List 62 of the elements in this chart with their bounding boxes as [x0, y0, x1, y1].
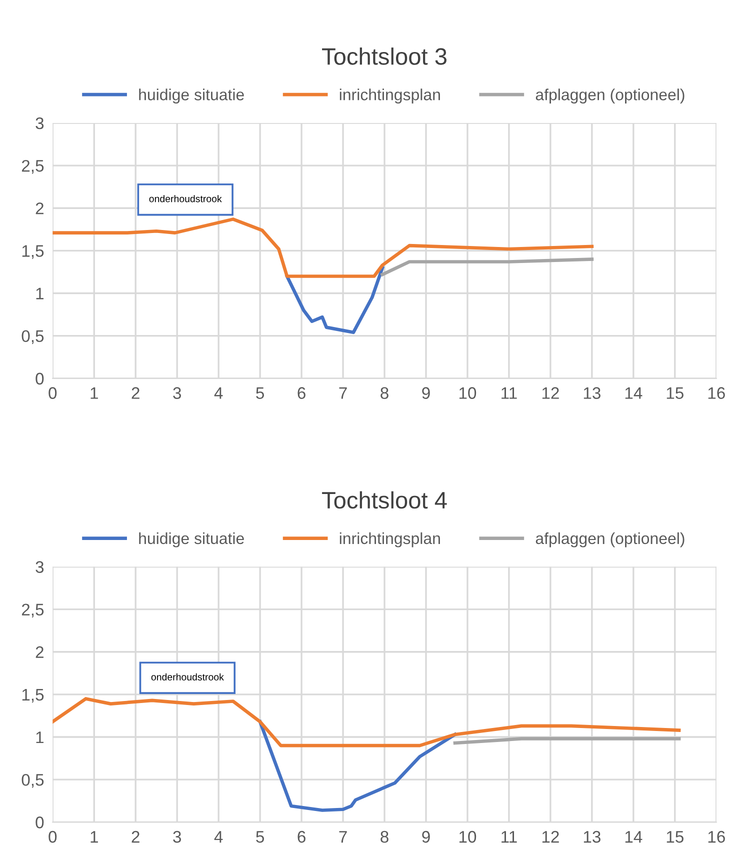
y-tick-label: 1,5 [22, 689, 44, 703]
x-tick-label: 12 [542, 387, 559, 399]
x-tick-label: 5 [256, 831, 264, 843]
x-tick-label: 14 [625, 387, 642, 399]
y-tick-label: 1 [36, 288, 44, 300]
x-tick-label: 10 [459, 830, 476, 843]
x-tick-label: 2 [132, 830, 140, 843]
x-tick-label: 9 [422, 830, 430, 843]
y-tick-label: 0 [36, 816, 44, 828]
x-tick-label: 5 [256, 387, 264, 399]
x-tick-label: 9 [422, 387, 430, 399]
x-tick-label: 0 [48, 830, 57, 843]
x-tick-label: 15 [666, 831, 684, 843]
legend-label: afplaggen (optioneel) [536, 88, 684, 104]
x-tick-label: 7 [339, 387, 347, 399]
y-tick-label: 3 [36, 561, 44, 573]
x-tick-label: 0 [48, 387, 57, 399]
x-tick-label: 1 [90, 831, 98, 843]
y-tick-label: 1,5 [22, 245, 44, 259]
x-tick-label: 11 [502, 831, 517, 843]
x-tick-label: 3 [173, 387, 181, 399]
y-tick-label: 0,5 [22, 330, 44, 344]
line-series [52, 218, 594, 278]
x-tick-label: 4 [214, 831, 223, 843]
x-tick-label: 6 [298, 830, 306, 843]
y-tick-label: 2 [36, 202, 44, 214]
x-tick-label: 2 [132, 387, 140, 399]
legend-label: inrichtingsplan [340, 88, 440, 104]
chart-title: Tochtsloot 4 [322, 491, 447, 509]
chart-title: Tochtsloot 3 [322, 48, 446, 65]
annotation: onderhoudstrook [149, 195, 222, 202]
x-tick-label: 1 [90, 387, 98, 399]
x-tick-label: 11 [502, 387, 517, 399]
y-tick-label: 0,5 [22, 774, 44, 788]
x-tick-label: 16 [708, 830, 725, 843]
y-tick-label: 1 [36, 732, 44, 744]
y-tick-label: 2,5 [22, 160, 44, 174]
line-series [285, 266, 384, 334]
legend-label: afplaggen (optioneel) [536, 532, 684, 548]
line-series [258, 720, 457, 812]
x-tick-label: 6 [298, 387, 306, 399]
y-tick-label: 0 [36, 372, 44, 385]
x-tick-label: 10 [459, 387, 476, 399]
legend-label: inrichtingsplan [340, 532, 440, 548]
annotation: onderhoudstrook [151, 673, 224, 680]
x-tick-label: 13 [584, 830, 600, 843]
x-tick-label: 7 [339, 831, 347, 843]
x-tick-label: 15 [666, 387, 684, 399]
x-tick-label: 3 [173, 830, 181, 843]
y-tick-label: 2 [36, 646, 44, 658]
y-tick-label: 3 [36, 117, 44, 130]
x-tick-label: 13 [584, 387, 600, 399]
legend-label: huidige situatie [139, 532, 244, 548]
line-series [52, 697, 681, 748]
legend-label: huidige situatie [139, 88, 244, 104]
y-tick-label: 2,5 [22, 604, 44, 618]
x-tick-label: 12 [542, 830, 559, 843]
x-tick-label: 8 [380, 387, 388, 399]
x-tick-label: 16 [708, 387, 725, 399]
x-tick-label: 8 [380, 830, 388, 843]
x-tick-label: 14 [625, 831, 642, 843]
x-tick-label: 4 [214, 387, 223, 399]
